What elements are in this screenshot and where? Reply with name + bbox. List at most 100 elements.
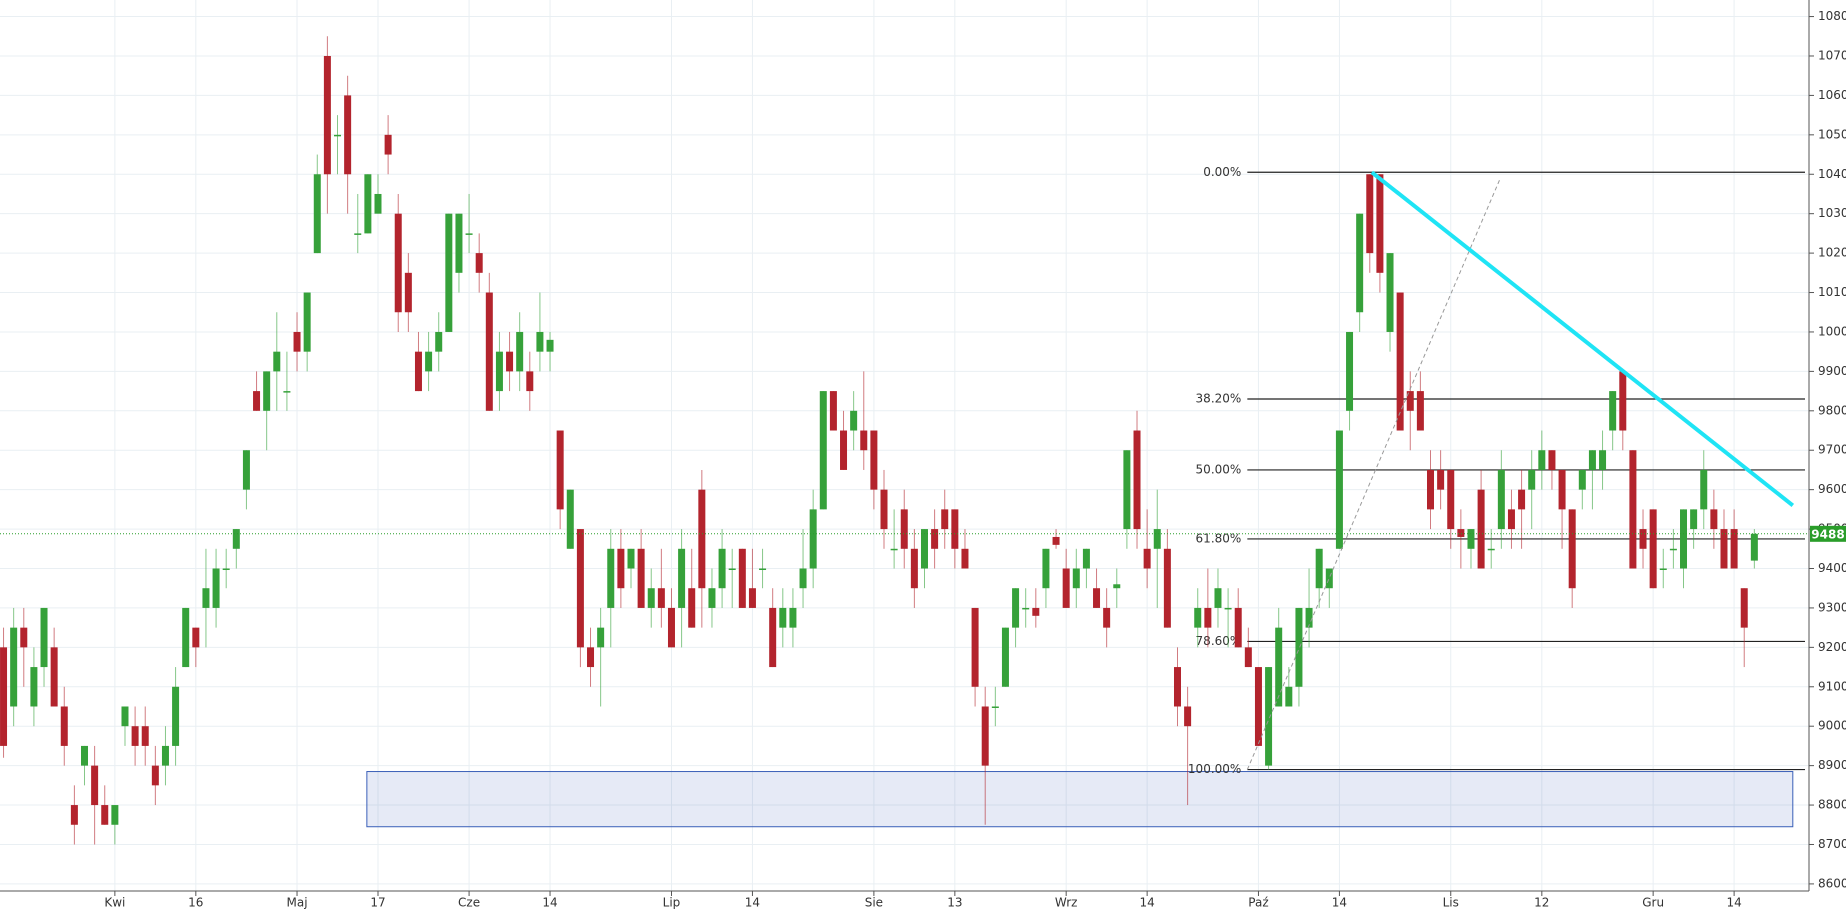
candle-body [364, 174, 372, 234]
candle-body [1052, 536, 1060, 545]
candle-body [1680, 509, 1688, 569]
candle-body [0, 647, 8, 746]
candle-body [769, 607, 777, 668]
candle-body [1001, 627, 1009, 687]
zone [366, 771, 1794, 828]
candle-body [718, 548, 726, 589]
candle-body [506, 351, 514, 372]
candle-body [182, 607, 190, 668]
y-tick-label: 10100 [1818, 285, 1846, 299]
candle-body [536, 331, 544, 352]
candle-body [1750, 533, 1758, 561]
candle-body [91, 765, 99, 806]
x-tick-label: Gru [1642, 896, 1664, 910]
candle-body [1528, 469, 1536, 490]
candle-body [404, 272, 412, 313]
candle-body [10, 627, 18, 707]
candle-body [637, 548, 645, 608]
fib-label: 50.00% [1196, 462, 1242, 476]
y-tick-label: 8600 [1818, 876, 1846, 890]
candle-body [374, 193, 382, 214]
candle-body [931, 529, 939, 549]
candle-body [1609, 391, 1617, 431]
candle-body [779, 607, 787, 628]
candle-body [1477, 489, 1485, 569]
candle-body [1467, 529, 1475, 549]
candle-body [1103, 607, 1111, 628]
candle-body [1244, 647, 1252, 668]
candle-body [414, 351, 422, 392]
y-tick-label: 9300 [1818, 600, 1846, 614]
candle-body [1356, 213, 1364, 313]
candle-body [961, 548, 969, 569]
candle-body [1082, 548, 1090, 569]
y-tick-label: 10600 [1818, 88, 1846, 102]
candle-body [1376, 174, 1384, 273]
candle-body [1184, 706, 1192, 727]
candle-body [30, 667, 38, 707]
candle-body [344, 95, 352, 175]
last-price-label: 9488 [1811, 527, 1844, 541]
candle-body [475, 253, 483, 273]
x-tick-label: 17 [370, 896, 385, 910]
candle-body [1234, 607, 1242, 648]
candle-body [1649, 509, 1657, 589]
trend-line [1370, 170, 1795, 507]
fib-label: 100.00% [1188, 762, 1241, 776]
x-tick-label: Wrz [1055, 896, 1078, 910]
y-tick-label: 9100 [1818, 679, 1846, 693]
candle-body [880, 489, 888, 530]
candle-body [20, 627, 28, 648]
last-price-box [1810, 525, 1846, 542]
candle-body [384, 134, 392, 155]
candle-body [627, 548, 635, 569]
candle-body [495, 351, 503, 392]
candle-body [263, 371, 271, 411]
candle-body [1315, 548, 1323, 589]
candle-body [1346, 331, 1354, 411]
candle-body [273, 351, 281, 372]
candle-body [900, 509, 908, 549]
candle-body [1568, 509, 1576, 589]
y-tick-label: 8700 [1818, 837, 1846, 851]
y-tick-label: 9600 [1818, 482, 1846, 496]
candle-body [516, 331, 524, 372]
candle-body [1093, 588, 1101, 608]
candle-body [1690, 509, 1698, 530]
candle-body [485, 292, 493, 411]
candle-body [1224, 607, 1232, 610]
candle-body [1396, 292, 1404, 431]
candle-body [1669, 548, 1677, 551]
candle-body [920, 529, 928, 569]
candle-body [1740, 588, 1748, 628]
candle-body [981, 706, 989, 766]
candle-body [242, 450, 250, 490]
candle-body [293, 331, 301, 352]
candle-body [1153, 529, 1161, 549]
candle-body [728, 568, 736, 571]
candle-body [394, 213, 402, 313]
candle-body [111, 805, 119, 825]
y-tick-label: 9700 [1818, 443, 1846, 457]
candle-body [40, 607, 48, 668]
candle-body [647, 588, 655, 608]
candle-body [546, 339, 554, 352]
candle-body [840, 430, 848, 470]
candle-body [1588, 450, 1596, 470]
x-tick-label: Sie [865, 896, 883, 910]
candle-body [576, 529, 584, 648]
fib-label: 78.60% [1196, 634, 1242, 648]
candle-body [1265, 667, 1273, 766]
candle-body [1335, 430, 1343, 549]
candle-body [172, 686, 180, 746]
y-tick-label: 8900 [1818, 758, 1846, 772]
candle-body [455, 213, 463, 273]
helper-line [1246, 178, 1501, 770]
candle-body [1012, 588, 1020, 628]
candle-body [1032, 607, 1040, 616]
candle-body [1022, 607, 1030, 610]
candle-body [657, 588, 665, 608]
candle-body [1548, 450, 1556, 470]
candle-body [1143, 548, 1151, 569]
